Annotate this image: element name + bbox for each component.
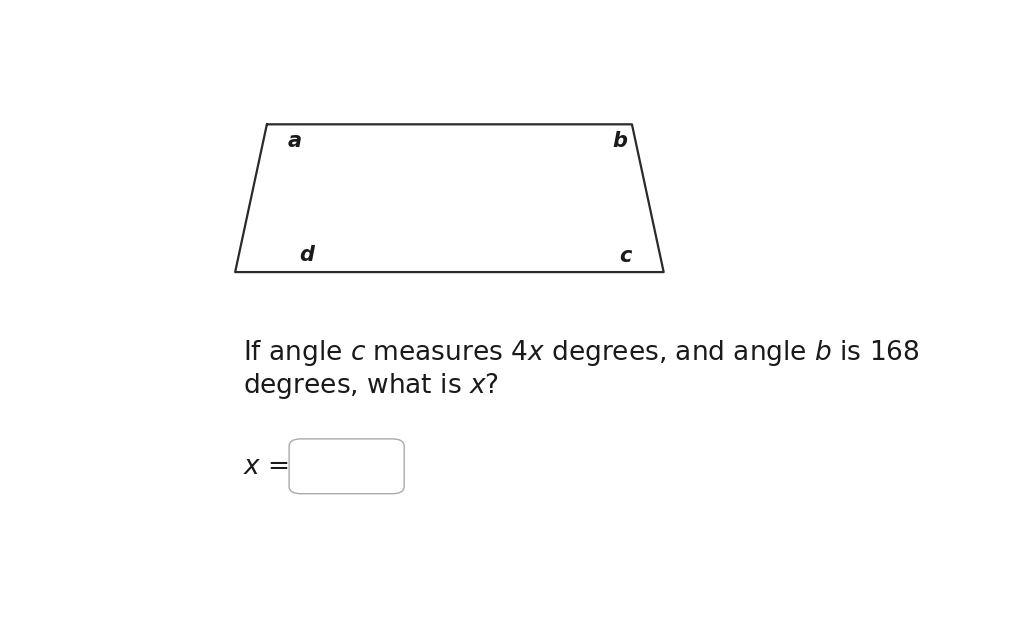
Text: c: c xyxy=(620,246,632,266)
Text: degrees, what is $x$?: degrees, what is $x$? xyxy=(243,371,499,402)
Text: $x$ =: $x$ = xyxy=(243,454,289,480)
Text: a: a xyxy=(288,131,302,151)
Text: b: b xyxy=(612,131,628,151)
Text: If angle $c$ measures $4x$ degrees, and angle $b$ is 168: If angle $c$ measures $4x$ degrees, and … xyxy=(243,338,920,368)
FancyBboxPatch shape xyxy=(289,439,404,494)
Text: d: d xyxy=(299,245,314,266)
